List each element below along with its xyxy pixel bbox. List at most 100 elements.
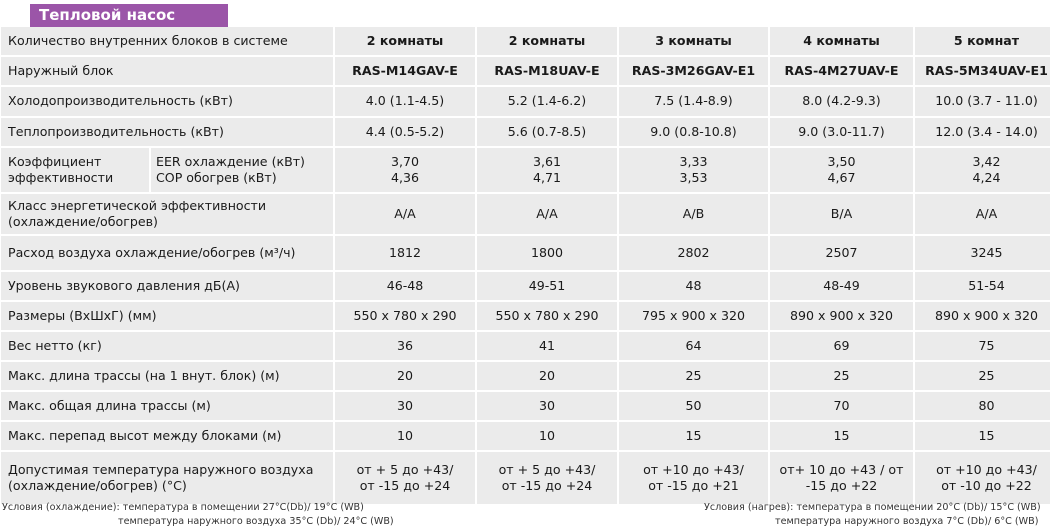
row-label-heat: Теплопроизводительность (кВт) <box>1 118 333 146</box>
cell-height-5: 15 <box>915 422 1050 450</box>
cell-heat-2: 5.6 (0.7-8.5) <box>477 118 617 146</box>
cell-pipe-1: 30 <box>335 392 475 420</box>
temp-heat: от -15 до +24 <box>501 478 593 493</box>
note-cool-conditions: Условия (охлаждение): температура в поме… <box>2 502 364 513</box>
cell-temp-3: от +10 до +43/от -15 до +21 <box>619 452 768 504</box>
eer-value: 3,33 <box>679 153 708 169</box>
temp-cool: от+ 10 до +43 / от <box>779 461 904 477</box>
cell-air-5: 3245 <box>915 236 1050 270</box>
cell-cool-1: 4.0 (1.1-4.5) <box>335 87 475 116</box>
cell-eff-3: 3,33 3,53 <box>619 148 768 192</box>
cell-pipe1-3: 25 <box>619 362 768 390</box>
cop-label: COP обогрев (кВт) <box>156 170 277 185</box>
cell-air-2: 1800 <box>477 236 617 270</box>
eer-label: EER охлаждение (кВт) <box>156 153 305 169</box>
cell-eff-4: 3,50 4,67 <box>770 148 913 192</box>
eer-value: 3,42 <box>972 153 1001 169</box>
cell-air-4: 2507 <box>770 236 913 270</box>
temp-cool: от + 5 до +43/ <box>356 461 454 477</box>
cell-weight-5: 75 <box>915 332 1050 360</box>
row-label-temp: Допустимая температура наружного воздуха… <box>1 452 333 504</box>
spec-table: Количество внутренних блоков в системе 2… <box>1 27 1050 504</box>
temp-cool: от +10 до +43/ <box>936 461 1037 477</box>
cell-heat-5: 12.0 (3.4 - 14.0) <box>915 118 1050 146</box>
temp-heat: от -15 до +24 <box>359 478 451 493</box>
cell-noise-5: 51-54 <box>915 272 1050 300</box>
cell-size-3: 795 x 900 x 320 <box>619 302 768 330</box>
cell-class-1: A/A <box>335 194 475 234</box>
cell-eff-5: 3,42 4,24 <box>915 148 1050 192</box>
section-title: Тепловой насос <box>30 4 228 27</box>
cell-temp-4: от+ 10 до +43 / от -15 до +22 <box>770 452 913 504</box>
cop-value: 4,24 <box>972 170 1001 185</box>
row-label-pipe-total: Макс. общая длина трассы (м) <box>1 392 333 420</box>
cell-air-3: 2802 <box>619 236 768 270</box>
cell-units-5: 5 комнат <box>915 27 1050 55</box>
cell-height-3: 15 <box>619 422 768 450</box>
cell-temp-1: от + 5 до +43/от -15 до +24 <box>335 452 475 504</box>
eer-value: 3,61 <box>532 153 562 169</box>
class-label-line2: (охлаждение/обогрев) <box>8 214 158 229</box>
cell-eff-1: 3,70 4,36 <box>335 148 475 192</box>
row-label-size: Размеры (ВхШхГ) (мм) <box>1 302 333 330</box>
cell-pipe-2: 30 <box>477 392 617 420</box>
cell-weight-1: 36 <box>335 332 475 360</box>
cell-noise-3: 48 <box>619 272 768 300</box>
row-label-class: Класс энергетической эффективности (охла… <box>1 194 333 234</box>
cell-units-3: 3 комнаты <box>619 27 768 55</box>
cell-size-2: 550 x 780 x 290 <box>477 302 617 330</box>
cell-pipe-4: 70 <box>770 392 913 420</box>
cop-value: 4,71 <box>532 170 562 185</box>
cell-pipe1-1: 20 <box>335 362 475 390</box>
cell-outdoor-4: RAS-4M27UAV-E <box>770 57 913 85</box>
cell-noise-4: 48-49 <box>770 272 913 300</box>
cell-heat-1: 4.4 (0.5-5.2) <box>335 118 475 146</box>
cell-size-5: 890 x 900 x 320 <box>915 302 1050 330</box>
cell-noise-2: 49-51 <box>477 272 617 300</box>
cell-class-5: A/A <box>915 194 1050 234</box>
cell-height-1: 10 <box>335 422 475 450</box>
cell-size-1: 550 x 780 x 290 <box>335 302 475 330</box>
cell-temp-2: от + 5 до +43/от -15 до +24 <box>477 452 617 504</box>
eer-value: 3,50 <box>827 153 856 169</box>
cell-air-1: 1812 <box>335 236 475 270</box>
cell-cool-2: 5.2 (1.4-6.2) <box>477 87 617 116</box>
row-label-height: Макс. перепад высот между блоками (м) <box>1 422 333 450</box>
efficiency-label-line1: Коэффициент <box>8 153 102 169</box>
cop-value: 4,36 <box>390 170 420 185</box>
cell-units-4: 4 комнаты <box>770 27 913 55</box>
temp-cool: от + 5 до +43/ <box>498 461 596 477</box>
row-sublabel-efficiency: EER охлаждение (кВт) COP обогрев (кВт) <box>151 148 333 192</box>
temp-heat: от -10 до +22 <box>941 478 1032 493</box>
cell-pipe-5: 80 <box>915 392 1050 420</box>
note-heat-outdoor: температура наружного воздуха 7°C (Db)/ … <box>775 516 1039 527</box>
row-label-efficiency: Коэффициент эффективности <box>1 148 149 192</box>
row-label-outdoor: Наружный блок <box>1 57 333 85</box>
cell-heat-4: 9.0 (3.0-11.7) <box>770 118 913 146</box>
cell-height-4: 15 <box>770 422 913 450</box>
temp-heat: от -15 до +21 <box>648 478 739 493</box>
cell-temp-5: от +10 до +43/от -10 до +22 <box>915 452 1050 504</box>
cell-pipe-3: 50 <box>619 392 768 420</box>
cell-units-1: 2 комнаты <box>335 27 475 55</box>
cop-value: 4,67 <box>827 170 856 185</box>
cell-pipe1-4: 25 <box>770 362 913 390</box>
cell-outdoor-5: RAS-5M34UAV-E1 <box>915 57 1050 85</box>
cell-cool-3: 7.5 (1.4-8.9) <box>619 87 768 116</box>
row-label-air: Расход воздуха охлаждение/обогрев (м³/ч) <box>1 236 333 270</box>
class-label-line1: Класс энергетической эффективности <box>8 197 267 213</box>
cop-value: 3,53 <box>679 170 708 185</box>
cell-outdoor-3: RAS-3M26GAV-E1 <box>619 57 768 85</box>
cell-cool-4: 8.0 (4.2-9.3) <box>770 87 913 116</box>
efficiency-label-line2: эффективности <box>8 170 114 185</box>
temp-label-line2: (охлаждение/обогрев) (°С) <box>8 478 187 493</box>
note-heat-conditions: Условия (нагрев): температура в помещени… <box>704 502 1041 513</box>
cell-pipe1-2: 20 <box>477 362 617 390</box>
cell-class-2: A/A <box>477 194 617 234</box>
temp-label-line1: Допустимая температура наружного воздуха <box>8 461 314 477</box>
row-label-noise: Уровень звукового давления дБ(А) <box>1 272 333 300</box>
row-label-pipe-per-unit: Макс. длина трассы (на 1 внут. блок) (м) <box>1 362 333 390</box>
cell-class-3: A/B <box>619 194 768 234</box>
cell-height-2: 10 <box>477 422 617 450</box>
cell-pipe1-5: 25 <box>915 362 1050 390</box>
